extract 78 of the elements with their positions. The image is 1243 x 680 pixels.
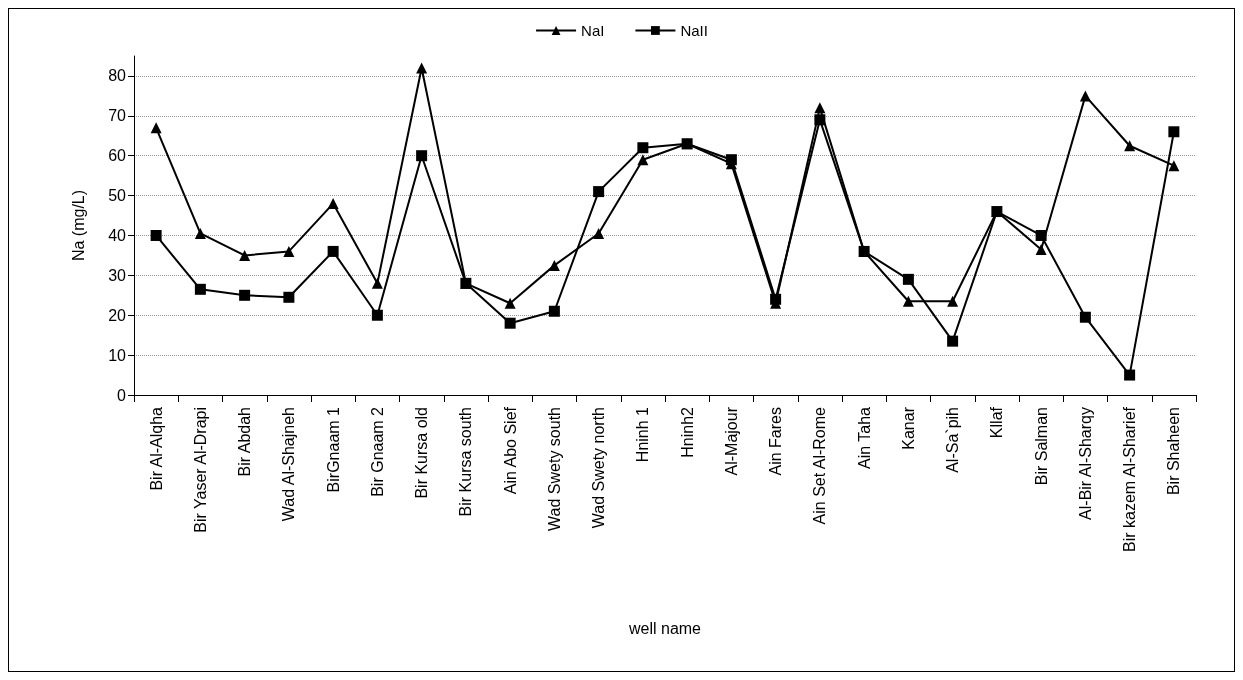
point [239,289,251,301]
point [327,198,339,210]
point [593,186,605,198]
x-tick-label: Hninh2 [678,406,696,458]
point [814,114,826,126]
x-tick-label: Bir Gnaam 2 [368,406,386,497]
x-tick-label: Kllaf [988,406,1006,439]
point [1168,160,1180,172]
point [416,62,428,74]
x-tick-label: BirGnaam 1 [324,406,342,493]
x-tick-label: Bir Abdah [236,407,254,477]
x-tick-label: Bir Kursa south [457,407,475,517]
x-tick-label: Bir Yaser Al-Drapi [191,407,209,533]
point [1035,229,1047,241]
legend-label: NaI [581,22,605,39]
y-tick-label: 0 [117,386,127,404]
point [548,259,560,271]
point [858,245,870,257]
point [504,317,516,329]
point [239,249,251,261]
y-tick-label: 60 [108,147,127,165]
point [902,295,914,307]
x-tick-label: Al-Majour [722,406,740,476]
x-tick-label: Ain Set Al-Rome [811,406,829,525]
x-tick-label: Wad Swety north [590,407,608,529]
y-tick-label: 80 [108,67,127,85]
point [194,227,206,239]
x-tick-label: Ain Taha [855,406,873,469]
point [637,154,649,166]
point [770,293,782,305]
x-tick-label: Kanar [899,406,917,450]
point [504,297,516,309]
x-tick-label: Hninh 1 [634,406,652,463]
point [1168,126,1180,138]
point [814,102,826,114]
x-tick-label: Al-Bir Al-Sharqy [1076,407,1094,520]
legend-label: NaII [680,22,708,39]
x-tick-label: Bir kazem Al-Sharief [1121,406,1139,552]
y-tick-label: 50 [108,187,127,205]
point [1079,90,1091,102]
point [283,291,295,303]
y-tick-label: 10 [108,346,127,364]
point [1124,140,1136,152]
point [991,206,1003,218]
x-tick-label: Al-Sa`pih [944,407,962,473]
point [1124,369,1136,381]
point [371,309,383,321]
x-tick-label: Bir Salman [1032,407,1050,486]
y-tick-label: 70 [108,107,127,125]
x-tick-label: Wad Swety south [545,407,563,531]
point [371,277,383,289]
y-tick-label: 30 [108,266,127,284]
x-tick-label: Bir Al-Alqha [147,406,165,491]
point [283,245,295,257]
point [902,273,914,285]
point [947,295,959,307]
point [593,227,605,239]
point [947,335,959,347]
point [150,229,162,241]
x-tick-label: Wad Al-Shajneh [280,407,298,522]
point [150,122,162,134]
y-tick-label: 20 [108,306,127,324]
x-tick-label: Bir Kursa old [413,407,431,499]
point [1079,311,1091,323]
x-tick-label: Ain Fares [767,407,785,476]
y-axis-title: Na (mg/L) [69,189,87,262]
point [637,142,649,154]
point [460,277,472,289]
x-tick-label: Ain Abo Sief [501,406,519,495]
point [1035,243,1047,255]
point [548,305,560,317]
x-tick-label: Bir Shaheen [1165,407,1183,496]
point [194,283,206,295]
x-axis-title: well name [627,619,702,637]
y-tick-label: 40 [108,226,127,244]
point [416,150,428,162]
point [725,154,737,166]
point [327,245,339,257]
